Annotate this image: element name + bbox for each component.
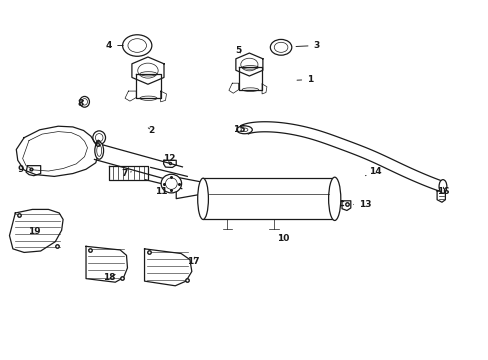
Polygon shape bbox=[341, 201, 350, 211]
Ellipse shape bbox=[236, 126, 252, 134]
Polygon shape bbox=[26, 166, 41, 176]
Polygon shape bbox=[228, 83, 238, 93]
Text: 10: 10 bbox=[277, 234, 289, 243]
Polygon shape bbox=[16, 126, 98, 176]
Polygon shape bbox=[145, 167, 187, 189]
Text: 16: 16 bbox=[436, 187, 449, 196]
Polygon shape bbox=[436, 191, 445, 202]
Polygon shape bbox=[160, 91, 166, 102]
Text: 14: 14 bbox=[365, 167, 381, 176]
Polygon shape bbox=[235, 53, 263, 76]
Polygon shape bbox=[94, 145, 182, 182]
Text: 4: 4 bbox=[105, 41, 123, 50]
Text: 17: 17 bbox=[186, 257, 199, 266]
Text: 19: 19 bbox=[27, 228, 40, 237]
Text: 11: 11 bbox=[155, 187, 167, 196]
Text: 9: 9 bbox=[18, 166, 32, 175]
Polygon shape bbox=[136, 74, 160, 98]
Polygon shape bbox=[109, 166, 148, 180]
Text: 6: 6 bbox=[94, 140, 100, 149]
Ellipse shape bbox=[161, 174, 181, 193]
Ellipse shape bbox=[328, 177, 340, 220]
Polygon shape bbox=[144, 249, 191, 286]
Polygon shape bbox=[125, 91, 136, 101]
Ellipse shape bbox=[95, 142, 103, 159]
Polygon shape bbox=[262, 84, 266, 94]
Ellipse shape bbox=[197, 178, 208, 220]
Polygon shape bbox=[163, 160, 176, 167]
Text: 3: 3 bbox=[295, 41, 319, 50]
Text: 2: 2 bbox=[148, 126, 155, 135]
Polygon shape bbox=[9, 210, 63, 252]
Polygon shape bbox=[86, 246, 127, 282]
Polygon shape bbox=[240, 122, 444, 191]
Text: 1: 1 bbox=[296, 75, 313, 84]
Polygon shape bbox=[238, 67, 262, 90]
Text: 12: 12 bbox=[163, 154, 175, 163]
Polygon shape bbox=[203, 178, 334, 220]
Text: 8: 8 bbox=[77, 99, 83, 108]
Ellipse shape bbox=[438, 180, 446, 193]
Text: 5: 5 bbox=[235, 46, 241, 55]
Text: 13: 13 bbox=[353, 200, 371, 209]
Text: 18: 18 bbox=[102, 273, 115, 282]
Polygon shape bbox=[176, 177, 203, 199]
Text: 7: 7 bbox=[121, 169, 131, 178]
Polygon shape bbox=[132, 57, 163, 84]
Text: 15: 15 bbox=[233, 125, 245, 134]
